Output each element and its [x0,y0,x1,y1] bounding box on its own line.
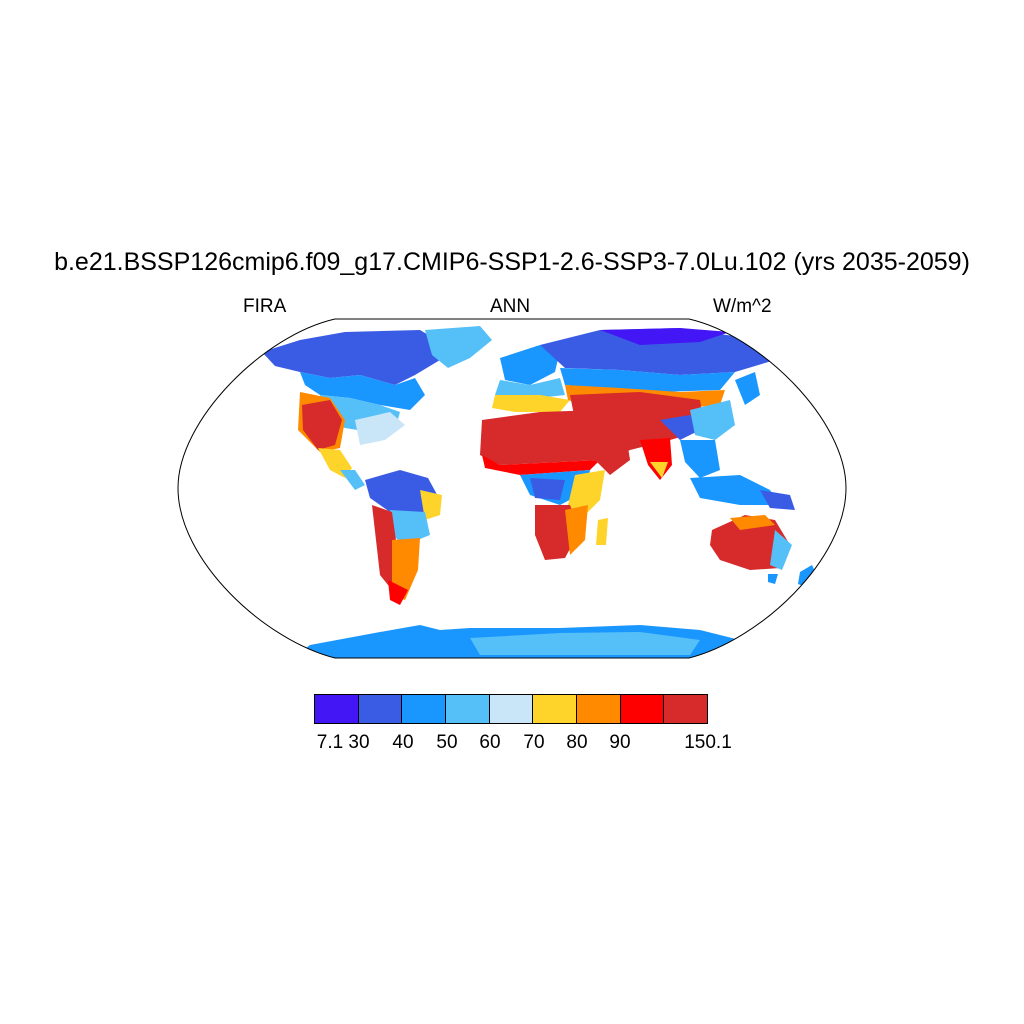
new-guinea [760,490,795,510]
south-america-south [392,538,420,600]
patagonia [388,580,408,605]
colorbar-tick-label: 90 [609,732,631,753]
india-south [650,462,668,478]
central-america [340,470,365,490]
siberia [540,328,775,375]
south-america-northeast [420,490,442,520]
colorbar-swatch [532,694,578,724]
colorbar-swatch [619,694,665,724]
south-america-west [372,505,398,590]
map-title: b.e21.BSSP126cmip6.f09_g17.CMIP6-SSP1-2.… [54,248,970,276]
south-america-amazon [365,470,440,515]
asia-boreal [560,368,735,392]
australia-east [770,530,792,570]
china-east [690,400,735,440]
colorbar [314,694,709,724]
colorbar-tick-label: 70 [523,732,545,753]
south-america-central [385,510,430,545]
land-field [262,326,818,658]
colorbar-swatch [357,694,403,724]
variable-label: FIRA [243,296,287,317]
north-america-canada [300,372,425,410]
congo [530,478,565,500]
colorbar-swatch [401,694,447,724]
colorbar-swatch [314,694,359,724]
tibet [660,415,700,440]
antarctica-interior [470,632,700,655]
colorbar-tick-label: 50 [436,732,458,753]
colorbar-swatch [488,694,534,724]
southeast-asia [680,440,720,478]
colorbar-tick-label: 7.1 [316,732,344,753]
units-label: W/m^2 [713,296,772,317]
australia-interior [710,515,790,570]
globe-outline [177,318,847,659]
colorbar-swatch [445,694,490,724]
kamchatka-japan [735,372,760,405]
season-label: ANN [490,296,531,317]
colorbar-swatch [663,694,709,724]
north-america-arctic [262,330,445,385]
europe-north [500,345,560,385]
siberia-arctic [600,328,730,345]
arabia [590,428,630,475]
north-america-southwest [302,400,342,450]
north-america-east [355,412,405,445]
australia-north [730,515,775,530]
colorbar-tick-label: 60 [479,732,501,753]
africa-southeast [565,505,588,555]
europe-central [495,378,565,400]
india [640,438,672,480]
madagascar [596,518,608,545]
colorbar-tick-label: 150.1 [684,732,732,753]
greenland [425,326,492,368]
indonesia [690,475,780,505]
europe-south [492,395,570,412]
colorbar-swatch [576,694,621,724]
tasmania [768,574,778,584]
colorbar-tick-label: 40 [392,732,414,753]
colorbar-tick-label: 80 [566,732,588,753]
colorbar-tick-label: 30 [348,732,370,753]
sahel [482,455,600,475]
